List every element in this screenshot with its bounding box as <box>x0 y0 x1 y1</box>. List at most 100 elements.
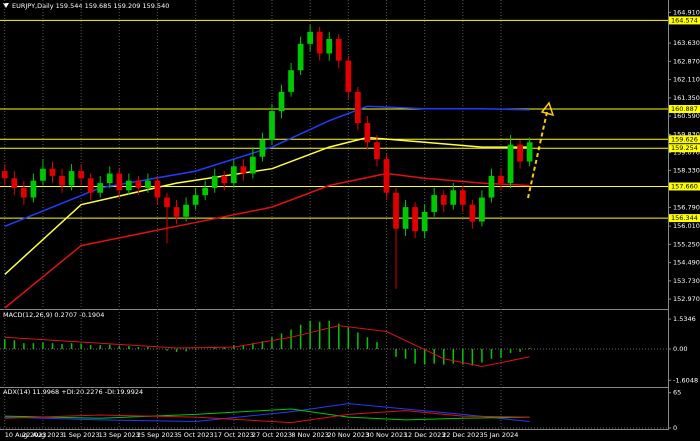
candle-body <box>221 175 228 184</box>
y-tick-label: 153.730 <box>673 277 700 285</box>
candle-body <box>154 180 161 198</box>
y-tick-label: 0.00 <box>673 345 687 353</box>
candle-body <box>469 204 476 222</box>
candle-body <box>488 175 495 198</box>
candle-body <box>335 39 342 61</box>
y-tick-label: 162.870 <box>673 57 700 65</box>
x-tick-label: 22 Aug 2023 <box>22 431 64 439</box>
candle-body <box>145 180 151 188</box>
candle-body <box>498 175 504 184</box>
y-tick-label: 156.010 <box>673 222 700 230</box>
candle-body <box>116 173 123 191</box>
candle-body <box>97 183 104 193</box>
candle-body <box>479 197 485 222</box>
y-tick-label: 1.5346 <box>673 315 696 323</box>
candle-body <box>135 180 142 188</box>
candle-body <box>78 171 84 179</box>
adx-title: ADX(14) 11.9968 +DI:20.2276 -DI:19.9924 <box>3 388 143 396</box>
candle-body <box>459 190 466 205</box>
candle-body <box>68 171 75 186</box>
y-tick-label: 160.590 <box>673 112 700 120</box>
candle-body <box>421 211 428 232</box>
x-tick-label: 5 Oct 2023 <box>178 431 214 439</box>
y-tick-label: 65 <box>673 389 681 397</box>
candle-body <box>526 142 533 162</box>
indicator-line <box>4 410 530 424</box>
chart-title: EURJPY,Daily 159.544 159.685 159.209 159… <box>12 2 169 10</box>
level-label-box <box>669 214 700 223</box>
symbol-icon <box>3 3 9 8</box>
x-tick-label: 30 Nov 2023 <box>366 431 408 439</box>
y-tick-label: 162.110 <box>673 76 700 84</box>
macd-title: MACD(12,26,9) 0.2707 -0.1904 <box>3 311 104 319</box>
candle-body <box>87 178 94 193</box>
level-label-box <box>669 182 700 191</box>
candle-body <box>11 178 18 188</box>
candle-body <box>383 159 390 193</box>
candle-body <box>345 60 352 92</box>
level-label-box <box>669 144 700 153</box>
x-tick-label: 5 Jan 2024 <box>484 431 519 439</box>
candle-body <box>250 156 256 174</box>
candle-body <box>173 207 180 217</box>
candle-body <box>297 43 304 71</box>
candle-body <box>202 187 209 196</box>
level-label: 160.887 <box>671 105 698 113</box>
candle-body <box>30 180 37 198</box>
candle-body <box>40 168 46 181</box>
y-tick-label: 164.910 <box>673 8 700 16</box>
y-tick-label: 0 <box>673 424 677 432</box>
arrow-line <box>527 111 548 199</box>
candle-body <box>278 91 285 112</box>
x-tick-label: 10 Aug 2023 <box>5 431 47 439</box>
y-tick-label: 163.630 <box>673 39 700 47</box>
candle-body <box>20 187 27 198</box>
candle-body <box>374 142 380 160</box>
y-tick-label: 161.350 <box>673 94 700 102</box>
candle-body <box>307 31 314 44</box>
candle-body <box>164 197 170 208</box>
candle-body <box>517 144 523 162</box>
level-label: 159.626 <box>671 135 698 143</box>
candle-body <box>125 180 132 191</box>
candle-body <box>183 204 189 217</box>
candle-body <box>316 31 323 54</box>
level-label: 157.660 <box>671 182 698 190</box>
x-tick-label: 17 Oct 2023 <box>214 431 254 439</box>
indicator-line <box>4 325 530 368</box>
candle-body <box>431 195 438 212</box>
y-tick-label: 158.330 <box>673 166 700 174</box>
level-label: 156.344 <box>671 214 698 222</box>
candle-body <box>364 123 371 143</box>
candle-body <box>507 144 514 184</box>
indicator-line <box>4 408 530 421</box>
candle-body <box>450 190 457 205</box>
y-tick-label: 152.970 <box>673 295 700 303</box>
y-tick-label: 156.790 <box>673 203 700 211</box>
candle-body <box>326 39 333 54</box>
candle-body <box>1 171 8 179</box>
candle-body <box>211 175 218 188</box>
candle-body <box>59 175 65 186</box>
x-tick-label: 25 Sep 2023 <box>137 431 178 439</box>
indicator-line <box>4 172 530 309</box>
y-tick-label: 155.250 <box>673 240 700 248</box>
candle-body <box>49 168 56 176</box>
candle-body <box>240 166 247 174</box>
indicator-line <box>4 403 530 423</box>
candle-body <box>440 195 447 205</box>
x-tick-label: 20 Nov 2023 <box>327 431 369 439</box>
y-tick-label: 159.830 <box>673 130 700 138</box>
candle-body <box>412 207 418 232</box>
y-tick-label: 159.070 <box>673 149 700 157</box>
y-tick-label: -1.6048 <box>673 376 698 384</box>
x-tick-label: 12 Dec 2023 <box>404 431 446 439</box>
x-tick-label: 13 Sep 2023 <box>99 431 140 439</box>
x-tick-label: 1 Sep 2023 <box>63 431 100 439</box>
level-label-box <box>669 16 700 25</box>
indicator-line <box>4 136 530 275</box>
candle-body <box>288 70 294 92</box>
indicator-line <box>4 105 530 227</box>
